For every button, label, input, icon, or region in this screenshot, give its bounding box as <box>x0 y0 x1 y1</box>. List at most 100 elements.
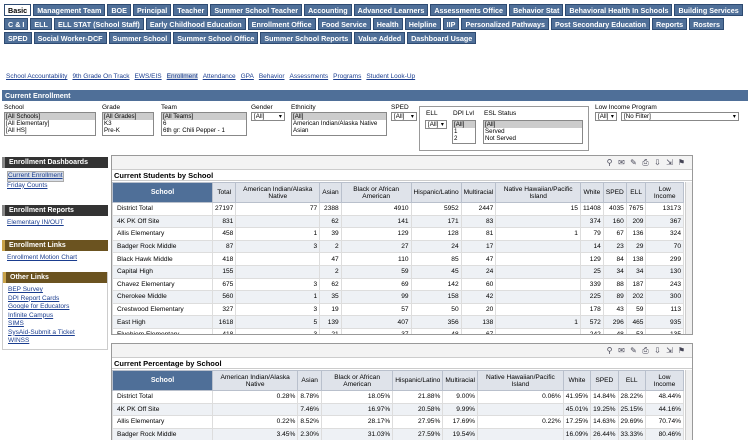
flag-icon[interactable]: ⚑ <box>677 346 686 355</box>
expand-icon[interactable]: ⇲ <box>666 158 673 167</box>
lowincome-program-dropdown[interactable]: [No Filter] <box>621 112 739 121</box>
tab-behavioral-health-in-schools[interactable]: Behavioral Health In Schools <box>565 4 673 16</box>
other-link[interactable]: SIMS <box>8 320 24 327</box>
link-current-enrollment[interactable]: Current Enrollment <box>7 171 64 182</box>
tab-summer-school-reports[interactable]: Summer School Reports <box>260 32 353 44</box>
link-elementary-in-out[interactable]: Elementary IN/OUT <box>7 219 64 226</box>
tab-building-services[interactable]: Building Services <box>674 4 743 16</box>
gender-dropdown[interactable]: [All] <box>251 112 285 121</box>
tab-teacher[interactable]: Teacher <box>173 4 209 16</box>
dpi-listbox[interactable]: [All] 1 2 <box>452 120 476 144</box>
other-link[interactable]: SysAid-Submit a Ticket <box>8 328 75 336</box>
tab-value-added[interactable]: Value Added <box>354 32 406 44</box>
ethnicity-option[interactable]: [All] <box>292 113 386 120</box>
other-link[interactable]: Google for Educators <box>8 303 70 310</box>
percent-table-scrollbar[interactable] <box>685 370 692 440</box>
tab-summer-school-teacher[interactable]: Summer School Teacher <box>210 4 303 16</box>
column-header[interactable]: Multiracial <box>460 182 497 203</box>
export-icon[interactable]: ⇩ <box>654 346 661 355</box>
dpi-option[interactable]: [All] <box>453 121 475 128</box>
tab-summer-school[interactable]: Summer School <box>108 32 172 44</box>
link-icon[interactable]: ⚲ <box>606 158 613 167</box>
sublink-9th-grade-on-track[interactable]: 9th Grade On Track <box>72 73 130 80</box>
tab-management-team[interactable]: Management Team <box>33 4 106 16</box>
ethnicity-option[interactable]: American Indian/Alaska Native <box>293 120 378 127</box>
school-option[interactable]: [All HS] <box>6 127 27 134</box>
tab-advanced-learners[interactable]: Advanced Learners <box>353 4 429 16</box>
export-icon[interactable]: ⇩ <box>654 158 661 167</box>
tab-principal[interactable]: Principal <box>132 4 172 16</box>
team-option[interactable]: 6th gr: Chili Pepper - 1 <box>163 127 225 134</box>
sublink-school-accountability[interactable]: School Accountability <box>6 73 68 80</box>
school-listbox[interactable]: [All Schools] [All Elementary] [All HS] <box>4 112 96 136</box>
grade-option[interactable]: Pre-K <box>104 127 120 134</box>
subscribe-icon[interactable]: ✎ <box>630 158 637 167</box>
tab-boe[interactable]: BOE <box>107 4 131 16</box>
comment-icon[interactable]: ✉ <box>618 158 625 167</box>
esl-option[interactable]: [All] <box>484 121 582 128</box>
column-header[interactable]: White <box>579 182 604 203</box>
print-icon[interactable]: ⎙ <box>642 158 649 167</box>
tab-dashboard-usage[interactable]: Dashboard Usage <box>407 32 477 44</box>
dpi-option[interactable]: 2 <box>454 135 458 142</box>
other-link[interactable]: DPI Report Cards <box>8 294 60 302</box>
tab-behavior-stat[interactable]: Behavior Stat <box>509 4 564 16</box>
column-header[interactable]: SPED <box>590 370 619 391</box>
students-table-scrollbar[interactable] <box>685 182 692 334</box>
sublink-student-look-up[interactable]: Student Look-Up <box>366 73 416 80</box>
team-option[interactable]: 6 <box>163 120 167 127</box>
column-header[interactable]: American Indian/Alaska Native <box>211 370 299 391</box>
other-link[interactable]: Infinite Campus <box>8 311 54 319</box>
sublink-ews-eis[interactable]: EWS/EIS <box>134 73 162 80</box>
grade-option[interactable]: K3 <box>104 120 112 127</box>
column-header[interactable]: American Indian/Alaska Native <box>235 182 321 203</box>
dpi-option[interactable]: 1 <box>454 128 458 135</box>
school-option[interactable]: [All Schools] <box>5 113 95 120</box>
sublink-gpa[interactable]: GPA <box>240 73 254 80</box>
expand-icon[interactable]: ⇲ <box>666 346 673 355</box>
column-header[interactable]: Total <box>211 182 237 203</box>
tab-iip[interactable]: IIP <box>442 18 460 30</box>
sublink-assessments[interactable]: Assessments <box>289 73 329 80</box>
column-header[interactable]: ELL <box>617 370 646 391</box>
tab-basic[interactable]: Basic <box>4 4 32 16</box>
lowincome-dropdown[interactable]: [All] <box>595 112 617 121</box>
link-enrollment-motion-chart[interactable]: Enrollment Motion Chart <box>7 254 78 261</box>
tab-post-secondary-education[interactable]: Post Secondary Education <box>550 18 651 30</box>
subscribe-icon[interactable]: ✎ <box>630 346 637 355</box>
grade-option[interactable]: [All Grades] <box>103 113 153 120</box>
tab-food-service[interactable]: Food Service <box>317 18 371 30</box>
tab-rosters[interactable]: Rosters <box>689 18 724 30</box>
tab-helpline[interactable]: Helpline <box>404 18 441 30</box>
ell-dropdown[interactable]: [All] <box>425 120 447 129</box>
link-friday-counts[interactable]: Friday Counts <box>7 181 48 189</box>
column-header[interactable]: Low Income <box>644 370 684 391</box>
esl-listbox[interactable]: [All] Served Not Served <box>483 120 583 144</box>
column-header[interactable]: Hispanic/Latino <box>392 370 444 391</box>
tab-assessments-office[interactable]: Assessments Office <box>430 4 508 16</box>
column-header[interactable]: Native Hawaiian/Pacific Island <box>495 182 581 203</box>
tab-health[interactable]: Health <box>372 18 403 30</box>
grade-listbox[interactable]: [All Grades] K3 Pre-K <box>102 112 154 136</box>
tab-c-i[interactable]: C & I <box>4 18 29 30</box>
column-header[interactable]: Asian <box>297 370 323 391</box>
column-header[interactable]: Multiracial <box>442 370 478 391</box>
column-header[interactable]: Black or African American <box>321 370 394 391</box>
column-header[interactable]: SPED <box>602 182 627 203</box>
tab-ell[interactable]: ELL <box>30 18 52 30</box>
school-column-header[interactable]: School <box>112 182 213 203</box>
column-header[interactable]: Native Hawaiian/Pacific Island <box>477 370 564 391</box>
tab-summer-school-office[interactable]: Summer School Office <box>173 32 259 44</box>
sped-dropdown[interactable]: [All] <box>391 112 417 121</box>
team-listbox[interactable]: [All Teams] 6 6th gr: Chili Pepper - 1 <box>161 112 247 136</box>
print-icon[interactable]: ⎙ <box>642 346 649 355</box>
column-header[interactable]: ELL <box>625 182 647 203</box>
sublink-programs[interactable]: Programs <box>333 73 362 80</box>
tab-accounting[interactable]: Accounting <box>304 4 352 16</box>
column-header[interactable]: Asian <box>319 182 342 203</box>
esl-option[interactable]: Not Served <box>485 135 516 142</box>
link-icon[interactable]: ⚲ <box>606 346 613 355</box>
tab-early-childhood-education[interactable]: Early Childhood Education <box>145 18 246 30</box>
school-column-header[interactable]: School <box>112 370 213 391</box>
team-option[interactable]: [All Teams] <box>162 113 246 120</box>
